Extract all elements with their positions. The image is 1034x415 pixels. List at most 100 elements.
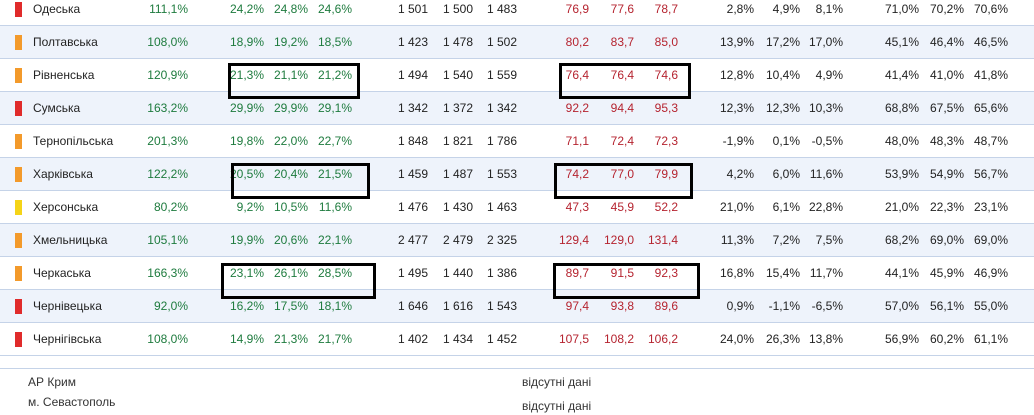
- cell-q3: 69,0%: [973, 233, 1008, 247]
- cell-g2: 24,8%: [273, 2, 308, 16]
- cell-p2: 6,1%: [772, 200, 800, 214]
- row-divider: [0, 58, 1034, 59]
- cell-c1: 201,3%: [147, 134, 188, 148]
- cell-g1: 23,1%: [229, 266, 264, 280]
- cell-n3: 1 553: [486, 167, 517, 181]
- status-marker: [15, 233, 22, 248]
- cell-q1: 21,0%: [884, 200, 919, 214]
- cell-r3: 92,3: [654, 266, 678, 280]
- cell-n1: 1 459: [397, 167, 428, 181]
- cell-q2: 22,3%: [929, 200, 964, 214]
- cell-p3: 8,1%: [815, 2, 843, 16]
- cell-n1: 1 402: [397, 332, 428, 346]
- cell-n3: 1 452: [486, 332, 517, 346]
- cell-p1: 13,9%: [719, 35, 754, 49]
- cell-c1: 92,0%: [153, 299, 188, 313]
- row-divider: [0, 223, 1034, 224]
- cell-g2: 22,0%: [273, 134, 308, 148]
- cell-n3: 1 342: [486, 101, 517, 115]
- cell-r2: 91,5: [610, 266, 634, 280]
- status-marker: [15, 2, 22, 17]
- table-row: Чернігівська 108,0% 14,9% 21,3% 21,7% 1 402 1 …: [0, 323, 1034, 356]
- cell-n1: 1 494: [397, 68, 428, 82]
- cell-g2: 29,9%: [273, 101, 308, 115]
- cell-g2: 20,6%: [273, 233, 308, 247]
- cell-g3: 22,7%: [317, 134, 352, 148]
- cell-p1: 12,3%: [719, 101, 754, 115]
- cell-g2: 10,5%: [273, 200, 308, 214]
- cell-c1: 122,2%: [147, 167, 188, 181]
- cell-r2: 76,4: [610, 68, 634, 82]
- cell-p1: 0,9%: [726, 299, 754, 313]
- cell-p1: -1,9%: [722, 134, 754, 148]
- region-name: Тернопільська: [33, 134, 114, 148]
- row-divider: [0, 256, 1034, 257]
- status-marker: [15, 68, 22, 83]
- cell-g1: 19,9%: [229, 233, 264, 247]
- cell-g1: 14,9%: [229, 332, 264, 346]
- cell-p1: 12,8%: [719, 68, 754, 82]
- row-divider: [0, 157, 1034, 158]
- table-row: Полтавська 108,0% 18,9% 19,2% 18,5% 1 423 1 47…: [0, 26, 1034, 59]
- cell-g2: 26,1%: [273, 266, 308, 280]
- cell-q1: 48,0%: [884, 134, 919, 148]
- cell-g3: 21,5%: [317, 167, 352, 181]
- cell-r1: 92,2: [565, 101, 589, 115]
- cell-g1: 19,8%: [229, 134, 264, 148]
- cell-n2: 1 487: [442, 167, 473, 181]
- region-name: Одеська: [33, 2, 81, 16]
- cell-q2: 69,0%: [929, 233, 964, 247]
- cell-r1: 76,4: [565, 68, 589, 82]
- cell-g2: 21,3%: [273, 332, 308, 346]
- cell-n2: 1 540: [442, 68, 473, 82]
- cell-p3: 13,8%: [808, 332, 843, 346]
- status-marker: [15, 167, 22, 182]
- cell-p1: 4,2%: [726, 167, 754, 181]
- table-row: Черкаська 166,3% 23,1% 26,1% 28,5% 1 495 1 440…: [0, 257, 1034, 290]
- cell-r1: 89,7: [565, 266, 589, 280]
- cell-r1: 47,3: [565, 200, 589, 214]
- cell-p2: 6,0%: [772, 167, 800, 181]
- cell-p2: -1,1%: [768, 299, 800, 313]
- cell-q3: 41,8%: [973, 68, 1008, 82]
- cell-q2: 45,9%: [929, 266, 964, 280]
- cell-q1: 44,1%: [884, 266, 919, 280]
- cell-p2: 0,1%: [772, 134, 800, 148]
- cell-n2: 1 440: [442, 266, 473, 280]
- cell-g3: 22,1%: [317, 233, 352, 247]
- region-name: Чернігівська: [33, 332, 102, 346]
- region-name: Хмельницька: [33, 233, 108, 247]
- cell-p1: 21,0%: [719, 200, 754, 214]
- cell-n3: 1 543: [486, 299, 517, 313]
- row-divider: [0, 289, 1034, 290]
- cell-p2: 15,4%: [765, 266, 800, 280]
- cell-g1: 18,9%: [229, 35, 264, 49]
- cell-q1: 57,0%: [884, 299, 919, 313]
- cell-q1: 45,1%: [884, 35, 919, 49]
- cell-r3: 72,3: [654, 134, 678, 148]
- cell-n3: 1 483: [486, 2, 517, 16]
- cell-r3: 95,3: [654, 101, 678, 115]
- cell-p3: 10,3%: [808, 101, 843, 115]
- cell-n3: 1 386: [486, 266, 517, 280]
- cell-r3: 89,6: [654, 299, 678, 313]
- cell-c1: 108,0%: [147, 332, 188, 346]
- cell-r2: 77,6: [610, 2, 634, 16]
- highlight-box: [554, 163, 693, 199]
- cell-p2: 12,3%: [765, 101, 800, 115]
- cell-q3: 23,1%: [973, 200, 1008, 214]
- cell-r2: 72,4: [610, 134, 634, 148]
- cell-r2: 108,2: [603, 332, 634, 346]
- cell-p3: 11,6%: [809, 167, 843, 181]
- cell-r3: 52,2: [654, 200, 678, 214]
- cell-n1: 2 477: [397, 233, 428, 247]
- cell-g2: 19,2%: [273, 35, 308, 49]
- table-row: Харківська 122,2% 20,5% 20,4% 21,5% 1 459 1 48…: [0, 158, 1034, 191]
- row-divider: [0, 25, 1034, 26]
- cell-r1: 97,4: [565, 299, 589, 313]
- cell-p3: 7,5%: [815, 233, 843, 247]
- cell-n3: 1 559: [486, 68, 517, 82]
- cell-q2: 60,2%: [929, 332, 964, 346]
- cell-r2: 129,0: [603, 233, 634, 247]
- cell-n1: 1 423: [397, 35, 428, 49]
